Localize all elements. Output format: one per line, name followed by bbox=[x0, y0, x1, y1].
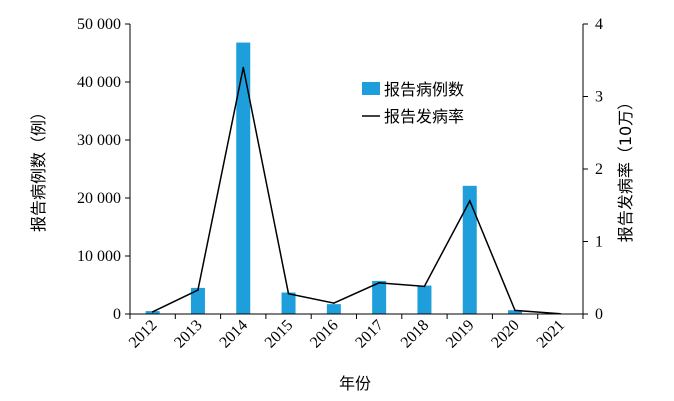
right-tick-label: 2 bbox=[595, 161, 603, 178]
left-tick-label: 10 000 bbox=[77, 248, 121, 265]
bar-2018 bbox=[417, 285, 432, 314]
x-tick-label-2019: 2019 bbox=[443, 317, 478, 352]
x-tick-label-2014: 2014 bbox=[216, 317, 251, 352]
x-axis-title: 年份 bbox=[339, 374, 371, 393]
legend: 报告病例数 报告发病率 bbox=[362, 80, 464, 126]
x-tick-label-2017: 2017 bbox=[352, 317, 387, 352]
legend-line-label: 报告发病率 bbox=[384, 107, 464, 126]
left-tick-label: 30 000 bbox=[77, 132, 121, 149]
x-tick-label-2015: 2015 bbox=[262, 317, 297, 352]
right-tick-label: 3 bbox=[595, 89, 603, 106]
x-tick-label-2021: 2021 bbox=[534, 317, 569, 352]
legend-bar-swatch bbox=[362, 82, 380, 95]
left-tick-label: 20 000 bbox=[77, 190, 121, 207]
incidence-line bbox=[152, 67, 561, 315]
right-tick-label: 1 bbox=[595, 234, 603, 251]
line-point-2012 bbox=[151, 311, 154, 313]
left-y-axis-title: 报告病例数（例） bbox=[29, 104, 48, 232]
right-tick-label: 4 bbox=[595, 16, 603, 33]
legend-bar-label: 报告病例数 bbox=[384, 80, 464, 99]
x-tick-label-2016: 2016 bbox=[307, 317, 342, 352]
x-tick-label-2012: 2012 bbox=[126, 317, 161, 352]
bar-2019 bbox=[462, 185, 477, 314]
x-tick-label-2013: 2013 bbox=[171, 317, 206, 352]
line-point-2016 bbox=[333, 302, 335, 304]
line-point-2013 bbox=[197, 289, 199, 291]
bar-2016 bbox=[326, 304, 341, 314]
line-point-2014 bbox=[242, 66, 245, 69]
left-tick-label: 0 bbox=[113, 306, 121, 323]
line-point-2018 bbox=[423, 285, 426, 288]
x-tick-label-2018: 2018 bbox=[398, 317, 433, 352]
bar-2014 bbox=[236, 42, 251, 315]
line-point-2017 bbox=[378, 282, 380, 284]
bar-2017 bbox=[372, 280, 387, 314]
right-tick-label: 0 bbox=[595, 306, 603, 323]
bar-2015 bbox=[281, 292, 296, 314]
line-point-2019 bbox=[468, 200, 471, 202]
bars-layer bbox=[145, 42, 568, 315]
left-tick-label: 50 000 bbox=[77, 16, 121, 33]
line-layer bbox=[151, 66, 562, 315]
right-y-axis-title: 报告发病率（10万） bbox=[616, 94, 635, 242]
bar-2020 bbox=[508, 310, 523, 314]
bar-2013 bbox=[190, 287, 205, 314]
x-tick-label-2020: 2020 bbox=[488, 317, 523, 352]
line-point-2015 bbox=[287, 292, 290, 295]
line-point-2020 bbox=[514, 309, 516, 312]
left-tick-label: 40 000 bbox=[77, 74, 121, 91]
axes-layer: 0 10 000 20 000 30 000 40 000 50 000 0 1 2 3 4 2012… bbox=[77, 16, 603, 351]
